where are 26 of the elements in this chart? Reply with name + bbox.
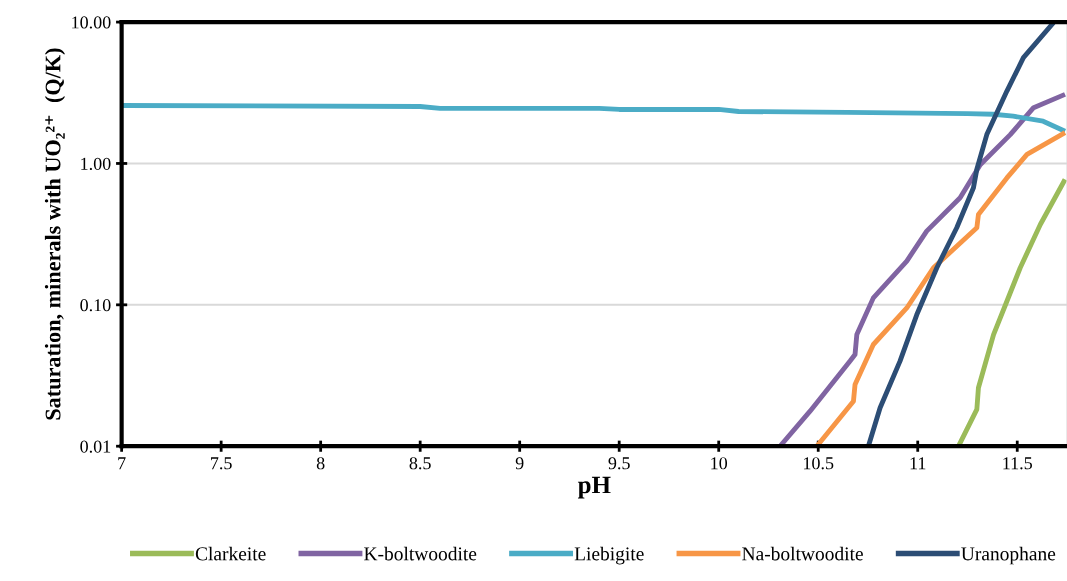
- x-tick-label: 9: [515, 457, 524, 470]
- x-tick-label: 11: [910, 457, 926, 470]
- x-tick-label: 7: [118, 457, 126, 470]
- y-axis-title: Saturation, minerals with UO₂²⁺ (Q/K): [44, 48, 66, 420]
- legend-label: Clarkeite: [195, 546, 266, 561]
- line-series: [865, 22, 1056, 447]
- y-tick-label: 0.10: [80, 299, 111, 312]
- legend-label: Na-boltwoodite: [742, 546, 863, 561]
- x-tick-label: 7.5: [211, 457, 232, 470]
- line-series: [956, 177, 1067, 447]
- legend-label: K-boltwoodite: [364, 546, 477, 561]
- line-series: [121, 103, 1067, 134]
- y-tick-label: 0.01: [80, 440, 111, 453]
- x-tick-label: 8.5: [409, 457, 431, 470]
- legend-label: Uranophane: [961, 546, 1056, 565]
- x-tick-label: 10: [711, 457, 728, 470]
- legend-label: Liebigite: [574, 546, 644, 565]
- line-series: [777, 91, 1067, 447]
- x-axis-title: pH: [577, 476, 611, 499]
- x-tick-label: 11.5: [1003, 457, 1032, 470]
- x-tick-label: 10.5: [804, 457, 834, 470]
- x-tick-label: 9.5: [608, 457, 630, 470]
- y-tick-label: 1.00: [81, 157, 111, 170]
- line-series: [814, 130, 1067, 447]
- y-tick-label: 10.00: [72, 16, 111, 29]
- x-tick-label: 8: [316, 457, 325, 470]
